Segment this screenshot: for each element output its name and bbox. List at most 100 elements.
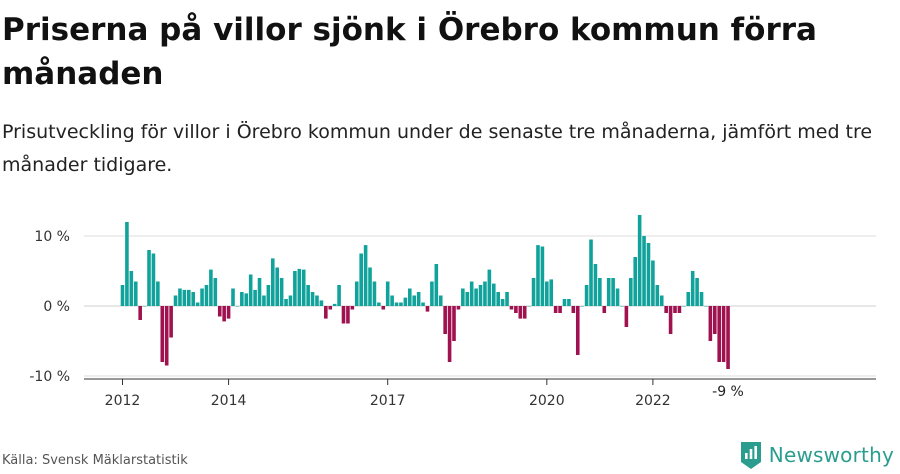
y-tick-label: -10 % [29, 369, 70, 385]
bar [598, 278, 602, 306]
bar [721, 306, 726, 362]
bar [226, 306, 231, 319]
bar [297, 268, 302, 306]
bar [350, 306, 355, 310]
bar [279, 278, 284, 306]
bar [346, 306, 350, 324]
bar [337, 285, 341, 306]
bar [717, 306, 721, 362]
bar [483, 281, 487, 306]
bar [491, 283, 496, 306]
bar [673, 306, 677, 313]
bar [642, 236, 646, 306]
bar [567, 299, 571, 306]
bar [531, 278, 536, 306]
bar [178, 288, 182, 306]
bar [690, 271, 695, 306]
bar [315, 295, 319, 306]
x-tick-label: 2020 [529, 393, 565, 409]
bar [699, 292, 704, 306]
x-tick-label: 2022 [635, 393, 671, 409]
bar [620, 306, 624, 307]
bar [390, 295, 394, 306]
bar [129, 271, 134, 306]
bar [266, 285, 271, 306]
bar-chart: 10 % 0 % -10 % 2012 2014 2017 2020 2022 -9 % [29, 215, 876, 409]
bar [235, 306, 240, 307]
y-tick-label: 0 % [43, 299, 70, 315]
bar [589, 239, 593, 306]
bar [169, 306, 173, 338]
bar [611, 278, 615, 306]
bar [496, 292, 500, 306]
last-value-label: -9 % [712, 384, 744, 400]
chart-subtitle: Prisutveckling för villor i Örebro kommu… [2, 121, 873, 176]
bar [275, 267, 279, 306]
newsworthy-brand[interactable]: Newsworthy [739, 440, 894, 470]
bar [284, 299, 288, 306]
bar [518, 306, 523, 319]
bar [633, 257, 638, 306]
bar [156, 281, 160, 306]
bar [553, 306, 558, 313]
bar [562, 299, 567, 306]
bar [629, 278, 633, 306]
bar [319, 300, 324, 306]
bar [195, 302, 200, 306]
bar [452, 306, 456, 341]
bar [509, 306, 514, 310]
chart-title: Priserna på villor sjönk i Örebro kommun… [2, 12, 817, 92]
bar [151, 253, 156, 306]
bar [606, 278, 611, 306]
bar [133, 281, 138, 306]
bar [580, 306, 584, 307]
bar [646, 243, 651, 306]
bar [668, 306, 673, 334]
bar [164, 306, 169, 366]
bar [209, 269, 213, 306]
bar [704, 306, 708, 307]
bar [231, 288, 235, 306]
bar [434, 264, 439, 306]
bar [726, 306, 730, 369]
bar [306, 285, 310, 306]
bar [257, 278, 262, 306]
bar [244, 293, 249, 306]
bar [682, 306, 686, 307]
bar [474, 288, 478, 306]
bar [615, 288, 620, 306]
bar [399, 302, 403, 306]
bar [651, 260, 655, 306]
bar [505, 292, 509, 306]
bar [187, 289, 191, 306]
bar [438, 295, 443, 306]
bar [637, 215, 642, 306]
bar [204, 285, 209, 306]
bar [456, 306, 461, 310]
bar [368, 267, 372, 306]
bar [359, 253, 363, 306]
bars [120, 215, 730, 369]
bar [328, 306, 333, 310]
bar [522, 306, 527, 319]
bar [545, 281, 549, 306]
bar [173, 295, 178, 306]
bar [708, 306, 713, 341]
bar [430, 281, 434, 306]
bar [712, 306, 717, 334]
bar [182, 289, 187, 306]
bar [677, 306, 682, 313]
bar [443, 306, 447, 334]
bar [240, 292, 244, 306]
bar [571, 306, 576, 313]
bar [191, 292, 196, 306]
bar [514, 306, 518, 313]
source-note: Källa: Svensk Mäklarstatistik [2, 453, 188, 468]
bar [138, 306, 142, 320]
x-axis: 2012 2014 2017 2020 2022 [84, 378, 876, 409]
bar [248, 274, 253, 306]
bar [584, 285, 589, 306]
bar [310, 292, 315, 306]
bar [341, 306, 346, 324]
bar [262, 295, 266, 306]
